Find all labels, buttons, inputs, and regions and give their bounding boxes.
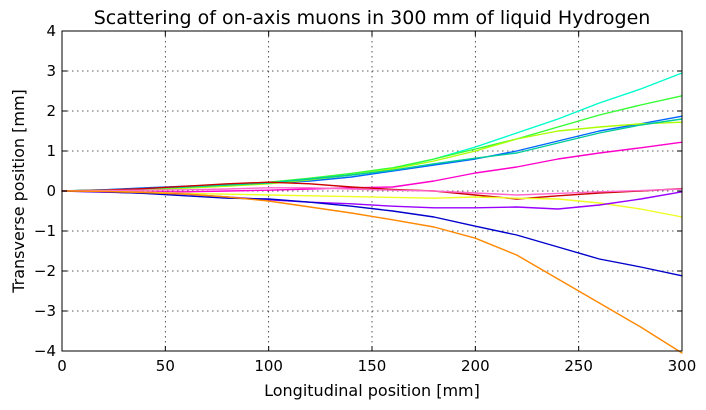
series-line-5 xyxy=(61,141,683,193)
grid xyxy=(62,31,682,351)
series-line-11 xyxy=(61,190,683,277)
y-tick-label: 4 xyxy=(46,22,56,40)
axis-ticks xyxy=(61,30,683,352)
x-tick-label: 0 xyxy=(57,357,67,375)
y-tick-label: 3 xyxy=(46,62,56,80)
series-lines xyxy=(61,72,683,354)
x-axis-label: Longitudinal position [mm] xyxy=(264,381,480,400)
series-line-8 xyxy=(61,187,683,196)
y-tick-label: −2 xyxy=(34,262,56,280)
series-line-7 xyxy=(61,181,683,200)
y-axis-label: Transverse position [mm] xyxy=(9,89,28,294)
chart-title: Scattering of on-axis muons in 300 mm of… xyxy=(94,7,651,29)
y-tick-label: −1 xyxy=(34,222,56,240)
x-tick-label: 300 xyxy=(668,357,697,375)
series-line-9 xyxy=(61,190,683,218)
y-tick-label: −4 xyxy=(34,342,56,360)
tick-labels: 0 50 100 150 200 250 300 4 3 2 1 0 −1 −2 −3 −4 xyxy=(34,22,696,375)
x-tick-label: 150 xyxy=(358,357,387,375)
y-tick-label: 0 xyxy=(46,182,56,200)
x-tick-label: 100 xyxy=(254,357,283,375)
series-line-12 xyxy=(61,190,683,354)
y-tick-label: 2 xyxy=(46,102,56,120)
x-tick-label: 50 xyxy=(156,357,175,375)
x-tick-label: 200 xyxy=(461,357,490,375)
y-tick-label: 1 xyxy=(46,142,56,160)
x-tick-label: 250 xyxy=(564,357,593,375)
y-tick-label: −3 xyxy=(34,302,56,320)
